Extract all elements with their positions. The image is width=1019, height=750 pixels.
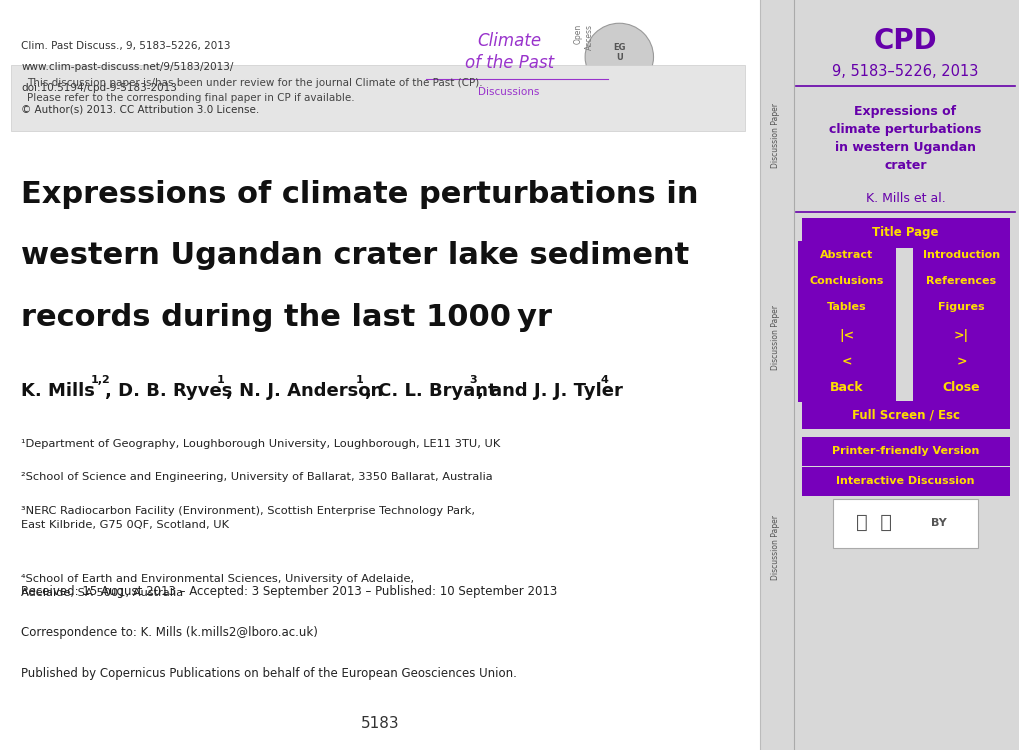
Text: western Ugandan crater lake sediment: western Ugandan crater lake sediment xyxy=(21,242,689,271)
Text: 1: 1 xyxy=(216,375,224,385)
Text: Figures: Figures xyxy=(937,302,983,313)
Text: 5183: 5183 xyxy=(361,716,398,731)
Text: Access: Access xyxy=(585,24,593,50)
FancyBboxPatch shape xyxy=(912,321,1009,350)
FancyBboxPatch shape xyxy=(798,293,895,322)
Text: Expressions of
climate perturbations
in western Ugandan
crater: Expressions of climate perturbations in … xyxy=(828,105,980,172)
Text: ¹Department of Geography, Loughborough University, Loughborough, LE11 3TU, UK: ¹Department of Geography, Loughborough U… xyxy=(21,439,500,448)
Text: Expressions of climate perturbations in: Expressions of climate perturbations in xyxy=(21,180,698,209)
Text: K. Mills: K. Mills xyxy=(21,382,95,400)
Text: Abstract: Abstract xyxy=(819,250,873,260)
FancyBboxPatch shape xyxy=(912,267,1009,296)
Text: K. Mills et al.: K. Mills et al. xyxy=(865,192,945,206)
FancyBboxPatch shape xyxy=(11,65,744,131)
FancyBboxPatch shape xyxy=(832,499,977,548)
FancyBboxPatch shape xyxy=(798,241,895,269)
FancyBboxPatch shape xyxy=(801,217,1009,248)
Text: >|: >| xyxy=(953,328,968,342)
FancyBboxPatch shape xyxy=(912,347,1009,376)
Text: Title Page: Title Page xyxy=(871,226,937,239)
Text: Introduction: Introduction xyxy=(922,250,999,260)
Text: 1,2: 1,2 xyxy=(91,375,110,385)
FancyBboxPatch shape xyxy=(798,321,895,350)
Text: doi:10.5194/cpd-9-5183-2013: doi:10.5194/cpd-9-5183-2013 xyxy=(21,83,177,93)
Text: , and J. J. Tyler: , and J. J. Tyler xyxy=(477,382,623,400)
Text: www.clim-past-discuss.net/9/5183/2013/: www.clim-past-discuss.net/9/5183/2013/ xyxy=(21,62,233,72)
FancyBboxPatch shape xyxy=(759,0,1019,750)
FancyBboxPatch shape xyxy=(801,467,1009,496)
Text: CPD: CPD xyxy=(873,27,936,56)
Text: Discussion Paper: Discussion Paper xyxy=(770,305,780,370)
Text: Back: Back xyxy=(829,381,863,394)
Text: Ⓒ  ⓑ: Ⓒ ⓑ xyxy=(856,513,892,532)
Text: , C. L. Bryant: , C. L. Bryant xyxy=(365,382,496,400)
Text: 1: 1 xyxy=(356,375,363,385)
Text: References: References xyxy=(925,276,996,286)
Text: BY: BY xyxy=(930,518,947,528)
FancyBboxPatch shape xyxy=(801,437,1009,466)
Text: records during the last 1000 yr: records during the last 1000 yr xyxy=(21,303,551,332)
Text: Correspondence to: K. Mills (k.mills2@lboro.ac.uk): Correspondence to: K. Mills (k.mills2@lb… xyxy=(21,626,318,639)
Text: Close: Close xyxy=(942,381,979,394)
Text: , N. J. Anderson: , N. J. Anderson xyxy=(225,382,382,400)
Text: © Author(s) 2013. CC Attribution 3.0 License.: © Author(s) 2013. CC Attribution 3.0 Lic… xyxy=(21,104,259,114)
FancyBboxPatch shape xyxy=(798,347,895,376)
Text: <: < xyxy=(841,355,852,368)
Text: Climate: Climate xyxy=(477,32,541,50)
Circle shape xyxy=(585,23,653,91)
Text: Tables: Tables xyxy=(826,302,866,313)
Text: ³NERC Radiocarbon Facility (Environment), Scottish Enterprise Technology Park,
E: ³NERC Radiocarbon Facility (Environment)… xyxy=(21,506,475,530)
Text: Discussion Paper: Discussion Paper xyxy=(770,515,780,580)
Text: 3: 3 xyxy=(469,375,477,385)
FancyBboxPatch shape xyxy=(801,400,1009,429)
Text: Interactive Discussion: Interactive Discussion xyxy=(836,476,974,487)
FancyBboxPatch shape xyxy=(912,241,1009,269)
Text: |<: |< xyxy=(839,328,854,342)
Text: Discussions: Discussions xyxy=(478,87,539,97)
Text: 9, 5183–5226, 2013: 9, 5183–5226, 2013 xyxy=(832,64,978,79)
Text: Published by Copernicus Publications on behalf of the European Geosciences Union: Published by Copernicus Publications on … xyxy=(21,668,517,680)
Text: ⁴School of Earth and Environmental Sciences, University of Adelaide,
Adelaide, S: ⁴School of Earth and Environmental Scien… xyxy=(21,574,414,598)
FancyBboxPatch shape xyxy=(798,267,895,296)
Text: This discussion paper is/has been under review for the journal Climate of the Pa: This discussion paper is/has been under … xyxy=(26,78,482,103)
Text: Conclusions: Conclusions xyxy=(809,276,883,286)
FancyBboxPatch shape xyxy=(798,374,895,402)
Text: of the Past: of the Past xyxy=(464,54,553,72)
Text: Printer-friendly Version: Printer-friendly Version xyxy=(832,446,978,457)
Text: , D. B. Ryves: , D. B. Ryves xyxy=(105,382,232,400)
Text: EG
U: EG U xyxy=(612,43,625,62)
Text: 4: 4 xyxy=(600,375,607,385)
Text: Full Screen / Esc: Full Screen / Esc xyxy=(851,408,959,422)
Text: >: > xyxy=(955,355,966,368)
Text: Clim. Past Discuss., 9, 5183–5226, 2013: Clim. Past Discuss., 9, 5183–5226, 2013 xyxy=(21,41,230,51)
Text: ²School of Science and Engineering, University of Ballarat, 3350 Ballarat, Austr: ²School of Science and Engineering, Univ… xyxy=(21,472,492,482)
FancyBboxPatch shape xyxy=(912,293,1009,322)
Text: Discussion Paper: Discussion Paper xyxy=(770,103,780,167)
Text: Open: Open xyxy=(573,24,582,44)
Text: Received: 15 August 2013 – Accepted: 3 September 2013 – Published: 10 September : Received: 15 August 2013 – Accepted: 3 S… xyxy=(21,585,557,598)
FancyBboxPatch shape xyxy=(912,374,1009,402)
